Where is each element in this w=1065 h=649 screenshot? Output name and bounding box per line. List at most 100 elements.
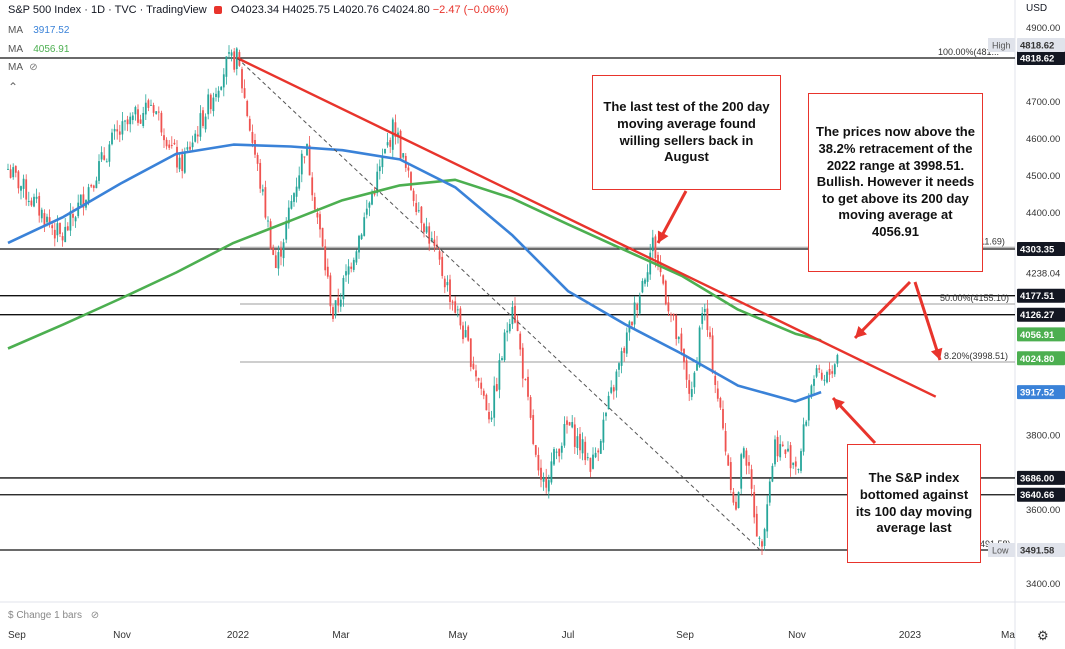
- y-tick-label: 4700.00: [1026, 97, 1060, 108]
- candle-body: [519, 333, 522, 350]
- price-tag-label: 4056.91: [1020, 330, 1055, 341]
- price-tag-dark: [1017, 288, 1065, 303]
- candle-body: [833, 364, 836, 375]
- candle-body: [269, 221, 272, 250]
- ma-label: MA: [8, 44, 23, 55]
- candle-body: [129, 116, 132, 125]
- candle-body: [711, 335, 714, 373]
- x-tick-label: Nov: [788, 630, 806, 641]
- candle-body: [563, 424, 566, 446]
- candle-body: [719, 398, 722, 408]
- candle-body: [789, 445, 792, 469]
- candle-body: [579, 433, 581, 451]
- candle-body: [321, 227, 324, 247]
- candle-body: [176, 146, 178, 168]
- candle-body: [173, 142, 176, 145]
- price-tag-dark: [1017, 242, 1065, 257]
- candle-body: [165, 139, 168, 147]
- candle-body: [451, 301, 454, 303]
- price-tag-dark: [1017, 51, 1065, 65]
- currency-label[interactable]: USD: [1026, 3, 1048, 14]
- price-tag-dark: [1017, 470, 1065, 485]
- candle-body: [40, 209, 43, 219]
- candle-body: [433, 239, 436, 246]
- candle-body: [597, 450, 600, 453]
- candle-body: [147, 100, 150, 108]
- gear-icon[interactable]: ⚙: [1037, 628, 1049, 643]
- candle-body: [693, 372, 696, 388]
- ma-100-legend[interactable]: MA 3917.52: [8, 25, 69, 36]
- candle-body: [820, 372, 823, 380]
- candle-body: [620, 351, 623, 366]
- candle-body: [729, 462, 732, 490]
- candle-body: [784, 449, 787, 455]
- candle-body: [290, 201, 293, 209]
- ma-200-legend[interactable]: MA 4056.91: [8, 44, 69, 55]
- candle-body: [228, 52, 230, 54]
- change-bars-toggle[interactable]: $ Change 1 bars ⊘: [8, 610, 99, 621]
- y-tick-label: 3600.00: [1026, 505, 1060, 516]
- eye-off-icon[interactable]: ⊘: [29, 62, 38, 73]
- candle-body: [256, 154, 259, 164]
- candle-body: [342, 277, 345, 300]
- candle-body: [592, 454, 594, 469]
- candle-body: [540, 467, 542, 480]
- candle-body: [742, 448, 745, 458]
- candle-body: [14, 165, 17, 173]
- open-label: O: [230, 4, 240, 16]
- candle-body: [467, 326, 470, 341]
- candle-body: [186, 147, 189, 150]
- candle-body: [449, 279, 451, 303]
- downtrend-line: [236, 56, 937, 398]
- candle-body: [696, 363, 698, 371]
- candle-body: [831, 371, 834, 374]
- candle-body: [446, 282, 449, 286]
- candle-body: [818, 368, 821, 370]
- y-tick-label: 3400.00: [1026, 579, 1060, 590]
- candle-body: [501, 358, 503, 360]
- x-tick-label: Sep: [8, 630, 26, 641]
- candle-body: [503, 332, 506, 361]
- candle-body: [636, 304, 639, 310]
- candle-body: [605, 412, 607, 417]
- candle-body: [118, 131, 121, 135]
- candle-body: [82, 194, 85, 208]
- candle-body: [204, 116, 207, 130]
- candle-body: [766, 504, 769, 532]
- candle-body: [72, 213, 74, 218]
- candle-body: [646, 272, 649, 282]
- candle-body: [586, 457, 589, 459]
- candle-body: [394, 122, 397, 138]
- price-tag-label: 4818.62: [1020, 54, 1054, 65]
- y-tick-label: 4400.00: [1026, 208, 1060, 219]
- candle-body: [776, 436, 779, 457]
- candle-body: [631, 321, 633, 326]
- arrow-above-382-head: [930, 347, 943, 360]
- y-axis: 4900.004818.624700.004600.004500.004400.…: [1026, 23, 1060, 590]
- candle-body: [599, 440, 602, 454]
- candle-body: [259, 162, 262, 189]
- candle-body: [183, 153, 186, 173]
- collapse-legend-icon[interactable]: ⌃: [8, 80, 19, 94]
- candle-body: [181, 154, 184, 172]
- candle-body: [347, 266, 350, 275]
- ma-hidden-legend[interactable]: MA ⊘: [8, 62, 38, 73]
- candle-body: [295, 186, 298, 197]
- eye-off-icon[interactable]: ⊘: [90, 610, 100, 621]
- arrow-above-382: [913, 281, 942, 361]
- chart-header: S&P 500 Index · 1D · TVC · TradingView O…: [8, 4, 509, 16]
- candle-body: [66, 226, 69, 231]
- candle-body: [464, 330, 467, 338]
- candle-body: [537, 454, 540, 471]
- candle-body: [714, 375, 717, 385]
- candle-body: [337, 297, 340, 306]
- candle-body: [22, 178, 25, 189]
- candle-body: [813, 378, 815, 386]
- ma-label: MA: [8, 25, 23, 36]
- candle-body: [282, 242, 285, 259]
- x-axis: Sep Nov 2022 Mar May Jul Sep Nov 2023 Ma: [8, 630, 1015, 641]
- candle-body: [807, 397, 810, 421]
- candle-body: [498, 360, 501, 390]
- candle-body: [363, 217, 366, 236]
